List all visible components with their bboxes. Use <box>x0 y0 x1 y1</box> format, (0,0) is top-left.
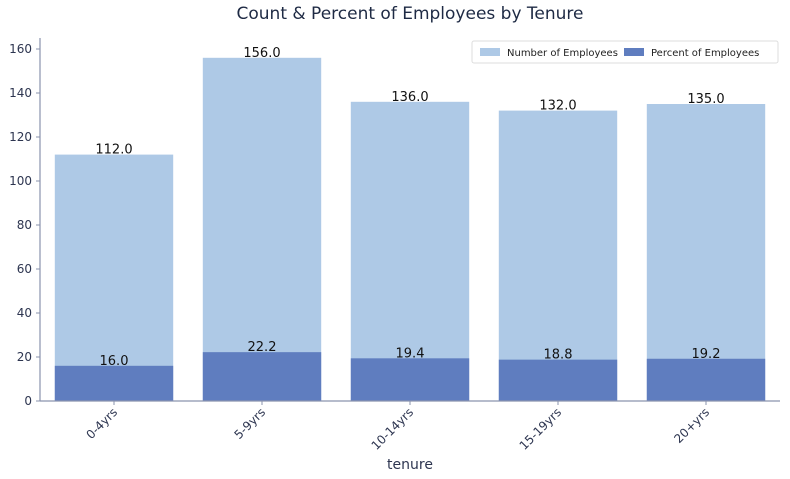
chart-title: Count & Percent of Employees by Tenure <box>237 4 584 24</box>
bar-percent-15-19yrs <box>498 359 618 401</box>
y-tick-label-20: 20 <box>17 350 32 364</box>
data-label-count-15-19yrs: 132.0 <box>539 99 576 114</box>
y-tick-label-80: 80 <box>17 218 32 232</box>
x-tick-label-15-19yrs: 15-19yrs <box>517 405 564 452</box>
y-tick-label-40: 40 <box>17 306 32 320</box>
bar-count-15-19yrs <box>498 110 618 401</box>
legend: Number of Employees Percent of Employees <box>471 40 779 64</box>
bar-percent-20+yrs <box>646 358 766 401</box>
bar-percent-0-4yrs <box>54 365 174 401</box>
x-tick-label-10-14yrs: 10-14yrs <box>369 405 416 452</box>
y-tick-label-0: 0 <box>24 394 32 408</box>
bar-percent-10-14yrs <box>350 358 470 401</box>
y-tick-label-140: 140 <box>9 86 32 100</box>
y-tick-label-120: 120 <box>9 130 32 144</box>
legend-label-count: Number of Employees <box>507 48 618 59</box>
x-tick-label-20+yrs: 20+yrs <box>671 405 712 446</box>
data-label-percent-5-9yrs: 22.2 <box>248 340 277 355</box>
data-label-count-5-9yrs: 156.0 <box>243 46 280 61</box>
data-label-count-0-4yrs: 112.0 <box>95 143 132 158</box>
y-tick-label-160: 160 <box>9 42 32 56</box>
bar-count-0-4yrs <box>54 154 174 401</box>
plot-area: 112.0 156.0 136.0 132.0 135.0 16.0 22.2 19.4 18.… <box>9 38 780 453</box>
bar-percent-5-9yrs <box>202 352 322 401</box>
x-tick-label-0-4yrs: 0-4yrs <box>83 405 120 442</box>
x-axis-label: tenure <box>387 457 433 473</box>
data-label-percent-20+yrs: 19.2 <box>692 347 721 362</box>
data-label-count-20+yrs: 135.0 <box>687 92 724 107</box>
y-tick-label-100: 100 <box>9 174 32 188</box>
legend-swatch-percent <box>624 48 644 56</box>
bar-count-5-9yrs <box>202 57 322 402</box>
bar-count-20+yrs <box>646 104 766 401</box>
data-label-percent-15-19yrs: 18.8 <box>544 348 573 363</box>
legend-swatch-count <box>480 48 500 56</box>
x-tick-label-5-9yrs: 5-9yrs <box>231 405 268 442</box>
data-label-count-10-14yrs: 136.0 <box>391 90 428 105</box>
bar-count-10-14yrs <box>350 101 470 402</box>
data-label-percent-0-4yrs: 16.0 <box>100 354 129 369</box>
data-label-percent-10-14yrs: 19.4 <box>396 346 425 361</box>
y-tick-label-60: 60 <box>17 262 32 276</box>
legend-label-percent: Percent of Employees <box>651 48 759 59</box>
